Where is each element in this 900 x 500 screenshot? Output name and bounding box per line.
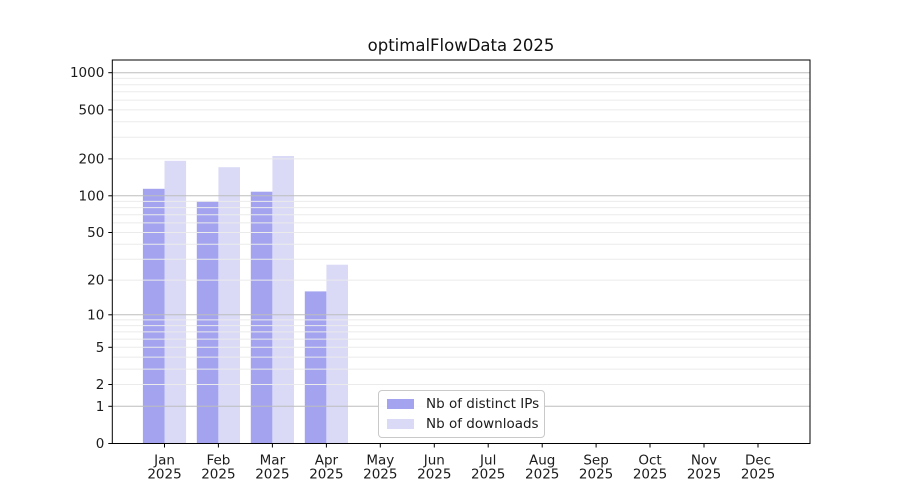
x-tick-label-year: 2025 (741, 467, 775, 483)
y-tick-label: 10 (87, 307, 104, 323)
chart-title: optimalFlowData 2025 (367, 36, 555, 55)
x-tick-label-year: 2025 (687, 467, 721, 483)
x-tick-label-year: 2025 (633, 467, 667, 483)
y-tick-label: 0 (96, 436, 105, 452)
x-tick-label-month: Sep (583, 453, 608, 469)
y-tick-label: 500 (79, 102, 105, 118)
bar-distinct-ips-feb (196, 201, 219, 444)
legend-item: Nb of downloads (379, 416, 544, 432)
legend-swatch-distinct-ips (387, 399, 414, 410)
plot-border (111, 59, 811, 444)
x-tick-label-month: Nov (691, 453, 717, 469)
y-tick-label: 1000 (70, 65, 104, 81)
y-tick-label: 1 (96, 399, 105, 415)
x-tick-label-year: 2025 (579, 467, 613, 483)
x-tick-label-month: May (366, 453, 394, 469)
x-tick-label-year: 2025 (201, 467, 235, 483)
x-tick-label-month: Jan (153, 453, 175, 469)
bar-distinct-ips-mar (250, 191, 273, 444)
x-tick-label-year: 2025 (471, 467, 505, 483)
x-tick-label-month: Dec (745, 453, 771, 469)
y-tick-label: 20 (87, 273, 104, 289)
y-tick-label: 200 (79, 151, 105, 167)
bar-distinct-ips-apr (304, 291, 327, 444)
x-tick-label-month: Oct (638, 453, 661, 469)
x-tick-label-month: Jun (423, 453, 445, 469)
x-tick-label-year: 2025 (255, 467, 289, 483)
x-tick-label-month: Jul (479, 453, 496, 469)
x-tick-label-year: 2025 (147, 467, 181, 483)
x-tick-label-year: 2025 (309, 467, 343, 483)
y-tick-label: 2 (96, 377, 105, 393)
y-tick-label: 5 (96, 340, 105, 356)
x-tick-label-year: 2025 (525, 467, 559, 483)
legend: Nb of distinct IPs Nb of downloads (378, 390, 545, 438)
bar-downloads-mar (272, 156, 294, 444)
bar-downloads-jan (164, 160, 187, 444)
legend-label: Nb of distinct IPs (426, 396, 540, 413)
y-tick-label: 100 (79, 188, 105, 204)
x-tick-label-year: 2025 (417, 467, 451, 483)
legend-swatch-downloads (387, 418, 414, 429)
x-tick-label-month: Apr (315, 453, 339, 469)
bar-distinct-ips-jan (142, 188, 165, 444)
bar-downloads-apr (326, 264, 348, 444)
legend-item: Nb of distinct IPs (379, 396, 544, 412)
x-tick-label-month: Mar (260, 453, 286, 469)
x-tick-label-month: Aug (529, 453, 555, 469)
x-tick-label-month: Feb (206, 453, 230, 469)
x-tick-label-year: 2025 (363, 467, 397, 483)
bar-downloads-feb (218, 167, 240, 444)
y-tick-label: 50 (87, 225, 104, 241)
legend-label: Nb of downloads (426, 415, 539, 432)
